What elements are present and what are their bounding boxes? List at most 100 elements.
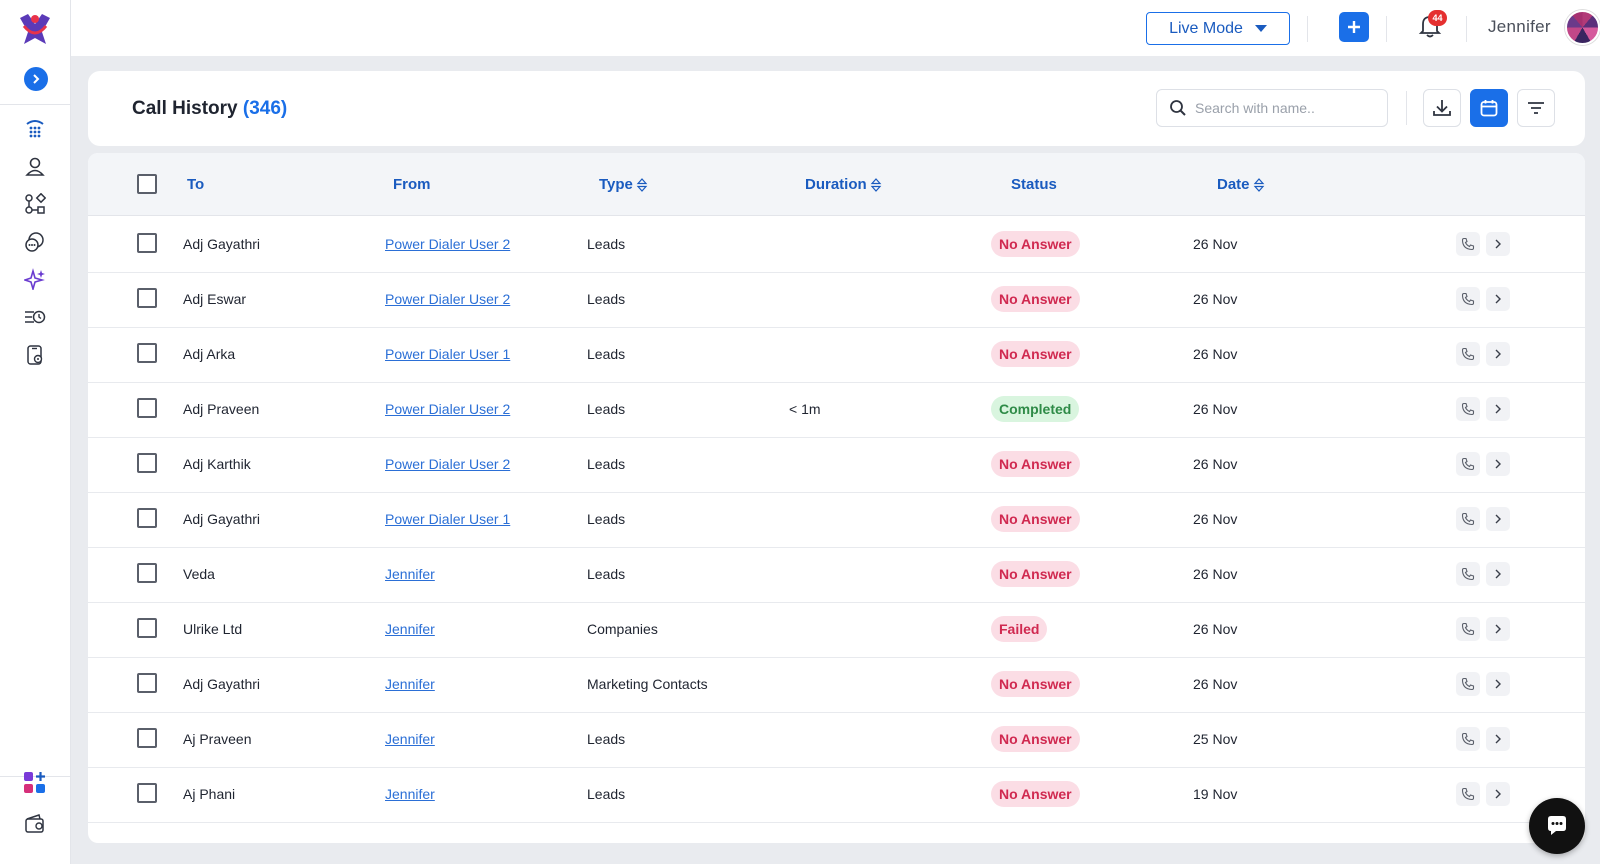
cell-from-link[interactable]: Jennifer [385,621,435,637]
cell-from-link[interactable]: Jennifer [385,566,435,582]
row-checkbox[interactable] [137,508,157,528]
call-button[interactable] [1456,617,1480,641]
call-button[interactable] [1456,232,1480,256]
search-input[interactable] [1195,100,1375,116]
call-button[interactable] [1456,342,1480,366]
call-button[interactable] [1456,452,1480,476]
column-header-type[interactable]: Type [599,176,648,193]
row-checkbox[interactable] [137,453,157,473]
app-logo[interactable] [16,10,54,48]
cell-from-link[interactable]: Power Dialer User 2 [385,401,511,417]
row-checkbox[interactable] [137,728,157,748]
row-details-button[interactable] [1486,727,1510,751]
cell-from-link[interactable]: Jennifer [385,786,435,802]
call-button[interactable] [1456,727,1480,751]
table-row[interactable]: Adj Praveen Power Dialer User 2 Leads < 1m C… [88,382,1585,438]
cell-from-link[interactable]: Power Dialer User 2 [385,456,511,472]
row-details-button[interactable] [1486,287,1510,311]
column-header-to: To [187,176,204,193]
select-all-checkbox[interactable] [137,174,157,194]
row-checkbox[interactable] [137,563,157,583]
row-checkbox[interactable] [137,343,157,363]
sidebar-item-call-history[interactable] [22,304,48,330]
row-details-button[interactable] [1486,342,1510,366]
row-details-button[interactable] [1486,397,1510,421]
sidebar-item-contacts[interactable] [22,153,48,179]
avatar[interactable] [1565,10,1600,45]
row-checkbox[interactable] [137,673,157,693]
sort-icon[interactable] [1253,177,1265,193]
table-row[interactable]: Adj Gayathri Jennifer Marketing Contacts No… [88,657,1585,713]
download-button[interactable] [1423,89,1461,127]
sidebar-item-phone-settings[interactable] [22,342,48,368]
cell-from-link[interactable]: Jennifer [385,731,435,747]
mode-dropdown[interactable]: Live Mode [1146,12,1290,45]
cell-to: Ulrike Ltd [183,621,243,637]
row-checkbox[interactable] [137,783,157,803]
expand-sidebar-button[interactable] [24,67,48,91]
table-row[interactable]: Aj Praveen Jennifer Leads No Answer 25 Nov [88,712,1585,768]
row-checkbox[interactable] [137,618,157,638]
call-button[interactable] [1456,507,1480,531]
table-row[interactable]: Adj Gayathri Power Dialer User 2 Leads No A… [88,217,1585,273]
table-row[interactable]: Adj Eswar Power Dialer User 2 Leads No Answ… [88,272,1585,328]
call-button[interactable] [1456,287,1480,311]
user-name[interactable]: Jennifer [1488,17,1551,36]
table-row[interactable]: Aj Phani Jennifer Leads No Answer 19 Nov [88,767,1585,823]
calendar-button[interactable] [1470,89,1508,127]
chevron-right-icon [1495,404,1501,414]
call-button[interactable] [1456,562,1480,586]
row-details-button[interactable] [1486,562,1510,586]
table-row[interactable]: Adj Karthik Power Dialer User 2 Leads No An… [88,437,1585,493]
sort-icon[interactable] [636,177,648,193]
row-checkbox[interactable] [137,398,157,418]
apps-add-icon [24,772,45,793]
sidebar-item-dialer[interactable] [22,115,48,141]
cell-from-link[interactable]: Power Dialer User 1 [385,511,511,527]
row-details-button[interactable] [1486,507,1510,531]
cell-type: Leads [587,346,626,362]
column-header-date[interactable]: Date [1217,176,1265,193]
status-badge: No Answer [991,561,1080,587]
cell-from-link[interactable]: Power Dialer User 2 [385,291,511,307]
search-box[interactable] [1156,89,1388,127]
sidebar-item-apps[interactable] [22,770,48,796]
table-row[interactable]: Adj Gayathri Power Dialer User 1 Leads No A… [88,492,1585,548]
row-details-button[interactable] [1486,782,1510,806]
row-details-button[interactable] [1486,452,1510,476]
column-header-duration[interactable]: Duration [805,176,882,193]
table-row[interactable]: Veda Jennifer Leads No Answer 26 Nov [88,547,1585,603]
phone-icon [1461,237,1475,251]
cell-from-link[interactable]: Jennifer [385,676,435,692]
call-button[interactable] [1456,782,1480,806]
cell-from-link[interactable]: Power Dialer User 1 [385,346,511,362]
phone-icon [1461,787,1475,801]
row-details-button[interactable] [1486,232,1510,256]
column-header-from: From [393,176,431,193]
row-details-button[interactable] [1486,672,1510,696]
table-row[interactable]: Ulrike Ltd Jennifer Companies Failed 26 Nov [88,602,1585,658]
sidebar-item-ai[interactable] [22,266,48,292]
chat-support-button[interactable] [1529,798,1585,854]
ai-sparkle-icon [24,268,45,290]
sidebar-item-wallet[interactable] [22,811,48,837]
row-details-button[interactable] [1486,617,1510,641]
cell-date: 26 Nov [1193,346,1238,362]
chevron-right-icon [1495,459,1501,469]
add-button[interactable] [1339,12,1369,42]
topbar-divider [1307,16,1308,42]
table-row[interactable]: Adj Arka Power Dialer User 1 Leads No Answe… [88,327,1585,383]
sidebar-item-workflows[interactable] [22,191,48,217]
row-checkbox[interactable] [137,233,157,253]
contact-icon [25,157,45,176]
cell-from-link[interactable]: Power Dialer User 2 [385,236,511,252]
cell-to: Adj Arka [183,346,236,362]
call-button[interactable] [1456,397,1480,421]
sidebar-item-conversations[interactable] [22,229,48,255]
cell-date: 26 Nov [1193,676,1238,692]
chevron-right-icon [1495,239,1501,249]
row-checkbox[interactable] [137,288,157,308]
sort-icon[interactable] [870,177,882,193]
filter-button[interactable] [1517,89,1555,127]
call-button[interactable] [1456,672,1480,696]
